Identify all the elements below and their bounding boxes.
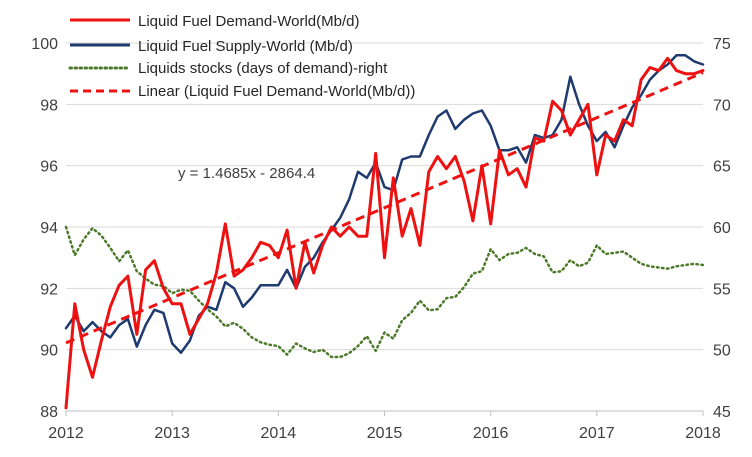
tick-labels: 88 90 92 94 96 98 100 45 50 55 60 65 70 75 2012 2013 201… [31,36,731,442]
y-tick-label: 88 [40,404,58,421]
x-tick-label: 2014 [261,425,297,442]
demand-line [64,56,705,410]
x-tick-label: 2016 [473,425,509,442]
trendline-equation: y = 1.4685x - 2864.4 [178,165,315,182]
y-tick-label: 94 [40,220,58,237]
y2-tick-label: 45 [713,404,731,421]
x-tick-label: 2013 [154,425,190,442]
y-tick-label: 92 [40,281,58,298]
trendline [65,71,704,345]
y2-tick-label: 55 [713,281,731,298]
x-tick-label: 2012 [48,425,84,442]
y2-tick-label: 70 [713,97,731,114]
supply-line [64,54,705,354]
legend-label-demand: Liquid Fuel Demand-World(Mb/d) [138,13,359,30]
x-tick-label: 2018 [685,425,721,442]
axes [65,410,704,416]
legend: Liquid Fuel Demand-World(Mb/d) Liquid Fu… [68,13,415,100]
stocks-line [64,225,705,359]
plot-area [64,54,705,410]
y-tick-label: 96 [40,159,58,176]
x-tick-label: 2017 [579,425,615,442]
gridlines [66,42,703,412]
y-tick-label: 98 [40,97,58,114]
y2-tick-label: 65 [713,159,731,176]
y2-tick-label: 60 [713,220,731,237]
legend-label-trendline: Linear (Liquid Fuel Demand-World(Mb/d)) [138,83,415,100]
legend-label-supply: Liquid Fuel Supply-World (Mb/d) [138,38,353,55]
x-tick-label: 2015 [367,425,403,442]
legend-label-stocks: Liquids stocks (days of demand)-right [138,60,388,77]
y2-tick-label: 75 [713,36,731,53]
y2-tick-label: 50 [713,343,731,360]
y-tick-label: 100 [31,36,58,53]
y-tick-label: 90 [40,343,58,360]
